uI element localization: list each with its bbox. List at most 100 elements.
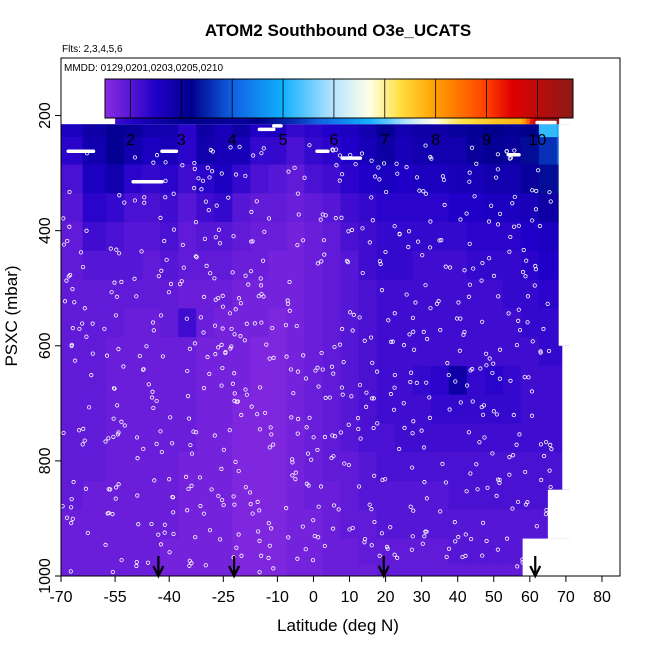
heatmap-cell xyxy=(466,124,486,138)
sample-point xyxy=(206,207,211,213)
heatmap-cell xyxy=(250,164,269,194)
heatmap-cell xyxy=(250,222,269,252)
heatmap-cell xyxy=(340,222,360,252)
sample-point xyxy=(347,527,352,532)
heatmap-cell xyxy=(196,124,215,138)
heatmap-cell xyxy=(250,481,269,511)
sample-point xyxy=(453,539,458,544)
sample-point xyxy=(360,226,365,231)
heatmap-cell xyxy=(448,164,468,194)
heatmap-cell xyxy=(232,423,251,453)
heatmap-cell xyxy=(412,337,432,367)
heatmap-cell xyxy=(304,279,323,309)
sample-point xyxy=(150,320,156,325)
heatmap-cell xyxy=(160,193,179,223)
sample-point xyxy=(464,383,470,388)
sample-point xyxy=(193,254,198,259)
sample-point xyxy=(259,291,264,297)
sample-point xyxy=(160,354,165,359)
heatmap-cell xyxy=(124,279,143,309)
sample-point xyxy=(197,475,203,480)
sample-point xyxy=(258,385,263,390)
sample-point xyxy=(388,525,393,530)
sample-point xyxy=(327,395,332,400)
sample-point xyxy=(258,283,264,288)
sample-point xyxy=(233,307,238,312)
sample-point xyxy=(256,294,261,299)
heatmap-cell xyxy=(358,279,378,309)
heatmap-cell xyxy=(214,193,233,223)
heatmap-cell xyxy=(106,423,125,453)
heatmap-cell xyxy=(250,337,269,367)
y-tick-label: 200 xyxy=(37,102,54,129)
sample-point xyxy=(201,386,207,391)
sample-point xyxy=(392,552,397,557)
heatmap-cell xyxy=(268,279,287,309)
sample-point xyxy=(422,480,427,485)
sample-point xyxy=(445,361,450,366)
sample-point xyxy=(480,553,485,558)
sample-point xyxy=(300,238,306,243)
heatmap-cell xyxy=(412,538,432,565)
sample-point xyxy=(112,280,117,285)
sample-point xyxy=(80,321,85,326)
heatmap-cell xyxy=(322,538,341,565)
sample-point xyxy=(475,487,480,492)
sample-point xyxy=(370,218,375,223)
heatmap-cell xyxy=(61,164,84,194)
heatmap-cell xyxy=(412,164,432,194)
heatmap-cell xyxy=(142,164,161,194)
heatmap-cell xyxy=(358,164,378,194)
sample-point xyxy=(110,569,115,575)
heatmap-cell xyxy=(178,538,197,565)
heatmap-cell xyxy=(82,365,107,396)
heatmap-cell xyxy=(322,452,341,482)
sample-point xyxy=(368,335,374,340)
sample-point xyxy=(233,172,239,177)
sample-point xyxy=(392,224,397,229)
heatmap-cell xyxy=(538,394,558,424)
heatmap-cell xyxy=(61,222,84,252)
heatmap-cell xyxy=(430,164,450,194)
heatmap-cell xyxy=(268,452,287,482)
sample-point xyxy=(220,304,225,309)
sample-point xyxy=(247,490,253,495)
sample-point xyxy=(68,569,73,574)
heatmap-cell xyxy=(232,564,251,576)
sample-point xyxy=(304,425,309,430)
chart-title: ATOM2 Southbound O3e_UCATS xyxy=(205,21,471,40)
heatmap-cell xyxy=(160,538,179,565)
sample-point xyxy=(119,557,124,563)
sample-point xyxy=(220,293,225,298)
colorbar: 2 3 4 5 6 7 8 9 10 xyxy=(104,78,574,149)
sample-point xyxy=(371,425,376,431)
sample-point xyxy=(227,311,233,316)
heatmap-cell xyxy=(358,137,378,165)
heatmap-cell xyxy=(376,308,396,338)
sample-point xyxy=(196,176,201,181)
heatmap-cell xyxy=(376,365,396,396)
heatmap-cell xyxy=(340,137,360,165)
sample-point xyxy=(364,390,369,395)
heatmap-cell xyxy=(340,337,360,367)
sample-point xyxy=(134,563,139,569)
heatmap-cell xyxy=(286,308,305,338)
heatmap-cell xyxy=(394,452,414,482)
sample-point xyxy=(209,487,214,492)
heatmap-cell xyxy=(178,124,197,138)
sample-point xyxy=(117,193,122,198)
heatmap-cell xyxy=(160,394,179,424)
sample-point xyxy=(410,534,415,539)
sample-point xyxy=(442,202,447,208)
sample-point xyxy=(410,315,416,320)
sample-point xyxy=(151,160,156,165)
heatmap-cell xyxy=(124,222,143,252)
heatmap-cell xyxy=(448,538,468,565)
heatmap-cell xyxy=(466,222,486,252)
heatmap-cell xyxy=(394,337,414,367)
sample-point xyxy=(72,358,78,363)
sample-point xyxy=(61,430,66,436)
heatmap-cell xyxy=(106,481,125,511)
sample-point xyxy=(351,312,356,318)
heatmap-cell xyxy=(106,538,125,565)
